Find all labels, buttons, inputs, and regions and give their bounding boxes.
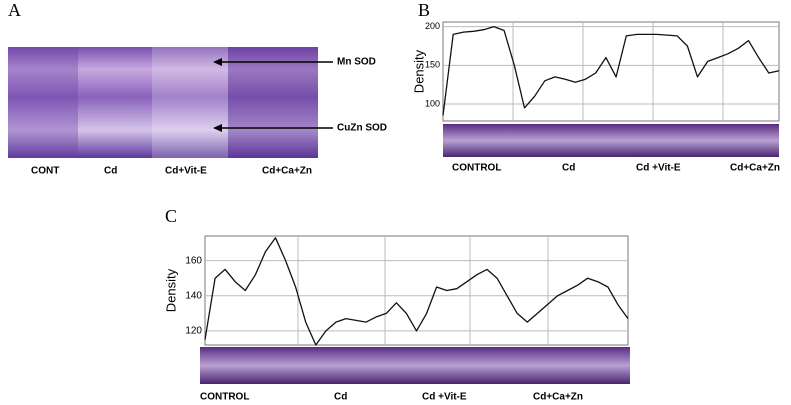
annotation: Mn SOD xyxy=(337,57,376,68)
lane-label: CONTROL xyxy=(200,392,249,403)
lane-label: CONT xyxy=(31,166,59,177)
y-tick-label: 160 xyxy=(185,255,202,266)
lane-label: Cd xyxy=(104,166,117,177)
lane-label: Cd+Ca+Zn xyxy=(533,392,583,403)
density-curve xyxy=(204,237,629,346)
panel-label: B xyxy=(418,0,430,20)
arrow-head xyxy=(213,58,222,66)
gel-lane xyxy=(8,47,78,158)
gel-lane xyxy=(152,47,228,158)
lane-label: Cd+Ca+Zn xyxy=(262,166,312,177)
lane-label: Cd+Vit-E xyxy=(165,166,207,177)
annotation: CuZn SOD xyxy=(337,123,387,134)
y-tick-label: 120 xyxy=(185,326,202,337)
y-axis-label: Density xyxy=(163,268,178,312)
lane-label: Cd+Ca+Zn xyxy=(730,163,780,174)
y-tick-label: 140 xyxy=(185,290,202,301)
plot-area xyxy=(204,235,629,346)
lane-label: Cd xyxy=(562,163,575,174)
gel-strip xyxy=(443,124,779,157)
plot-area xyxy=(442,21,780,122)
lane-label: CONTROL xyxy=(452,163,501,174)
y-tick-label: 100 xyxy=(425,98,440,108)
gel-strip xyxy=(200,347,630,384)
panel-label: A xyxy=(8,0,21,20)
gel-lane xyxy=(228,47,318,158)
y-tick-label: 150 xyxy=(425,60,440,70)
lane-label: Cd xyxy=(334,392,347,403)
density-curve xyxy=(442,25,780,116)
lane-label: Cd +Vit-E xyxy=(636,163,681,174)
panel-label: C xyxy=(165,206,177,226)
y-axis-label: Density xyxy=(411,49,426,93)
y-tick-label: 200 xyxy=(425,21,440,31)
lane-label: Cd +Vit-E xyxy=(422,392,467,403)
gel-image xyxy=(8,47,318,158)
arrow-head xyxy=(213,124,222,132)
